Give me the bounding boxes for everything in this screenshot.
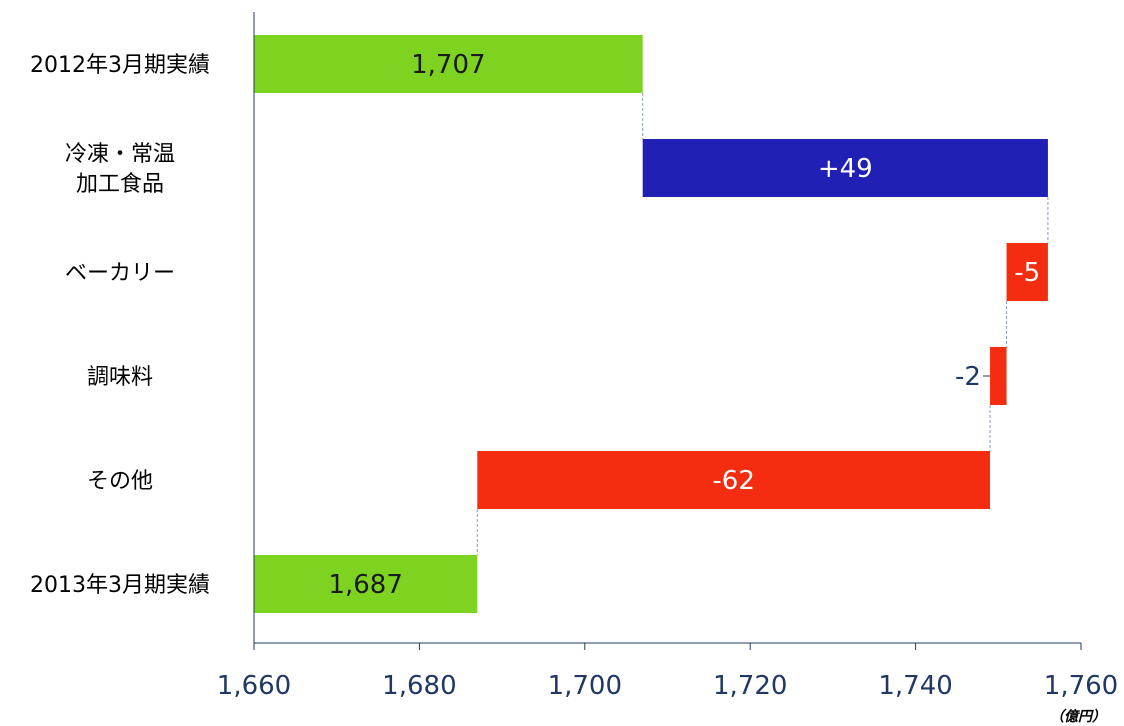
- category-label-1: 冷凍・常温加工食品: [65, 142, 175, 197]
- x-tick-label-5: 1,760: [1044, 671, 1118, 701]
- x-tick-label-2: 1,700: [548, 671, 622, 701]
- category-label-2: ベーカリー: [65, 261, 175, 286]
- category-label-0: 2012年3月期実績: [30, 53, 210, 78]
- data-label-5: 1,687: [328, 570, 402, 600]
- unit-label: （億円）: [1050, 708, 1106, 725]
- x-tick-label-4: 1,740: [878, 671, 952, 701]
- x-tick-label-0: 1,660: [217, 671, 291, 701]
- x-tick-label-3: 1,720: [713, 671, 787, 701]
- category-label-3: 調味料: [87, 365, 153, 390]
- data-label-2: -5: [1014, 258, 1040, 288]
- x-tick-label-1: 1,680: [382, 671, 456, 701]
- data-label-4: -62: [712, 466, 754, 496]
- data-label-0: 1,707: [411, 50, 485, 80]
- data-label-1: +49: [818, 154, 873, 184]
- labels-group: 1,707 2012年3月期実績 +49 冷凍・常温加工食品 -5 ベーカリー -2 調味料 -…: [30, 50, 1040, 600]
- data-label-3: -2: [955, 362, 981, 392]
- bar-3: [990, 347, 1007, 405]
- category-label-5: 2013年3月期実績: [30, 573, 210, 598]
- category-label-4: その他: [87, 469, 153, 494]
- bars-group: [254, 35, 1048, 613]
